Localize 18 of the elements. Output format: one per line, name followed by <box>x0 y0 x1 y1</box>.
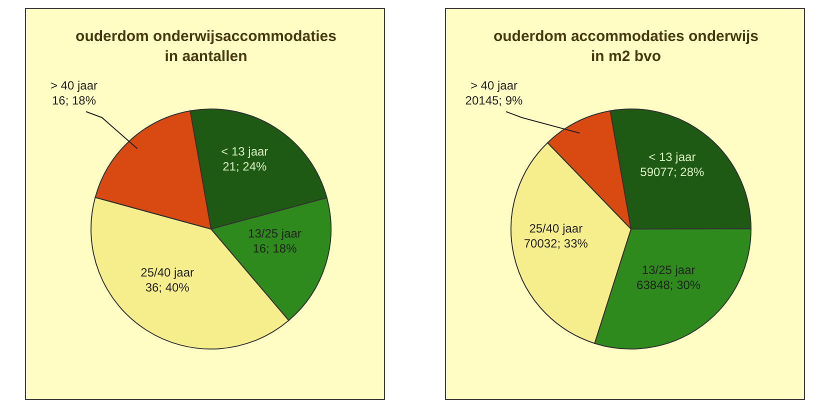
slice-label: 25/40 jaar <box>140 266 194 280</box>
data-label: 16; 18% <box>252 241 298 256</box>
data-label: 21; 24% <box>222 159 267 174</box>
slice-label: > 40 jaar <box>50 78 98 93</box>
slice-label: 13/25 jaar <box>642 263 696 278</box>
chart-title: ouderdom onderwijsaccommodaties in aantallen <box>76 28 336 65</box>
chart-title: ouderdom accommodaties onderwijs in m2 bvo <box>493 28 759 65</box>
slice-label: 13/25 jaar <box>248 226 302 240</box>
data-label: 59077; 28% <box>640 164 705 179</box>
data-label: 36; 40% <box>145 280 190 295</box>
slice-label: < 13 jaar <box>648 150 696 164</box>
slice-label: > 40 jaar <box>470 78 518 93</box>
data-label: 20145; 9% <box>465 94 524 108</box>
data-label: 70032; 33% <box>524 236 588 250</box>
data-label: 16; 18% <box>52 94 96 108</box>
slice-label: < 13 jaar <box>221 144 268 158</box>
slice-label: 25/40 jaar <box>529 221 583 236</box>
data-label: 63848; 30% <box>636 278 701 292</box>
